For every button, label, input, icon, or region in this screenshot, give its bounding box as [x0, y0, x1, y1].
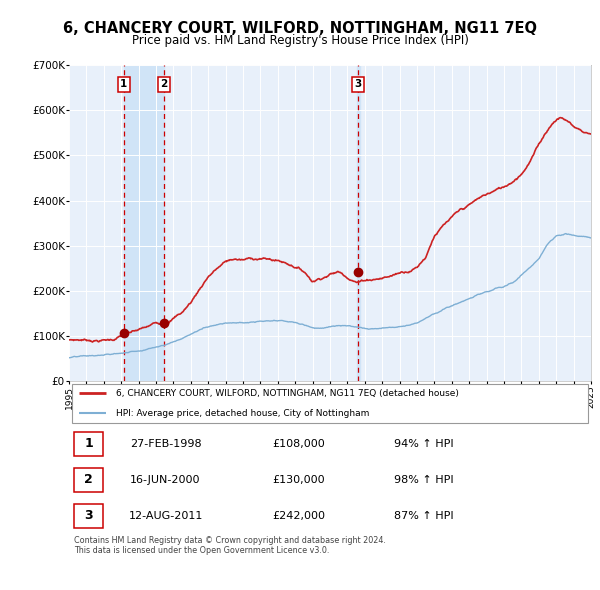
Text: 94% ↑ HPI: 94% ↑ HPI — [394, 438, 454, 448]
FancyBboxPatch shape — [71, 384, 589, 423]
Text: 3: 3 — [84, 509, 93, 522]
Text: 27-FEB-1998: 27-FEB-1998 — [130, 438, 202, 448]
FancyBboxPatch shape — [74, 431, 103, 455]
FancyBboxPatch shape — [74, 467, 103, 491]
Text: 1: 1 — [84, 437, 93, 450]
Text: £108,000: £108,000 — [272, 438, 325, 448]
Text: 98% ↑ HPI: 98% ↑ HPI — [394, 474, 454, 484]
Text: 6, CHANCERY COURT, WILFORD, NOTTINGHAM, NG11 7EQ: 6, CHANCERY COURT, WILFORD, NOTTINGHAM, … — [63, 21, 537, 35]
Text: £130,000: £130,000 — [272, 474, 325, 484]
Text: 2: 2 — [84, 473, 93, 486]
Text: Contains HM Land Registry data © Crown copyright and database right 2024.
This d: Contains HM Land Registry data © Crown c… — [74, 536, 386, 555]
Text: 87% ↑ HPI: 87% ↑ HPI — [394, 510, 454, 520]
Text: 12-AUG-2011: 12-AUG-2011 — [128, 510, 203, 520]
Text: 2: 2 — [160, 79, 167, 89]
Text: 16-JUN-2000: 16-JUN-2000 — [130, 474, 201, 484]
Text: 1: 1 — [120, 79, 127, 89]
Bar — [124, 65, 164, 381]
Text: 6, CHANCERY COURT, WILFORD, NOTTINGHAM, NG11 7EQ (detached house): 6, CHANCERY COURT, WILFORD, NOTTINGHAM, … — [116, 389, 459, 398]
Text: Price paid vs. HM Land Registry's House Price Index (HPI): Price paid vs. HM Land Registry's House … — [131, 34, 469, 47]
Bar — [357, 65, 359, 381]
Text: HPI: Average price, detached house, City of Nottingham: HPI: Average price, detached house, City… — [116, 409, 370, 418]
Text: 3: 3 — [355, 79, 362, 89]
Text: £242,000: £242,000 — [272, 510, 325, 520]
FancyBboxPatch shape — [74, 503, 103, 527]
